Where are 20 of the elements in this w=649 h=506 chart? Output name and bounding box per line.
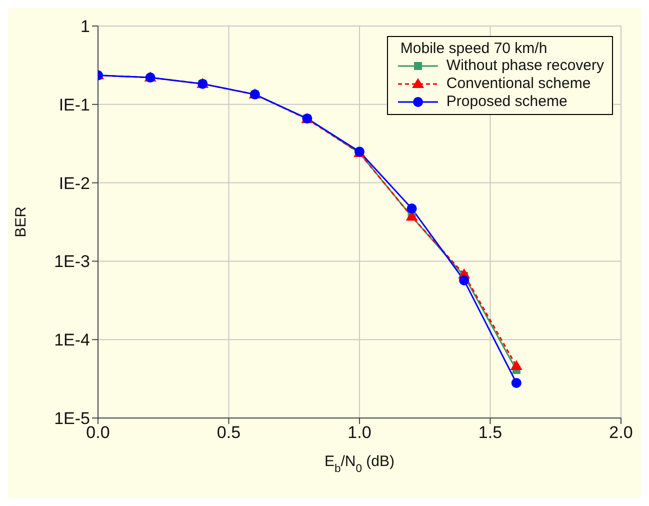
point — [510, 360, 522, 370]
y-tick-label: 1 — [80, 17, 90, 36]
x-tick-label: 1.5 — [478, 423, 502, 442]
point — [511, 378, 522, 388]
y-tick-label: 1E-4 — [54, 330, 90, 350]
point — [459, 275, 470, 286]
legend-title: Mobile speed 70 km/h — [400, 40, 548, 57]
x-tick-label: 1.0 — [348, 423, 372, 442]
legend-label: Without phase recovery — [446, 57, 604, 75]
x-tick-label: 2.0 — [609, 423, 633, 442]
legend-label: Proposed scheme — [446, 93, 568, 111]
y-tick-label: IE-2 — [58, 174, 90, 193]
y-tick-label: 1E-3 — [54, 252, 90, 272]
x-tick-label: 0.5 — [216, 423, 241, 442]
legend-label: Conventional scheme — [446, 75, 591, 93]
x-tick-label: 0.0 — [86, 423, 110, 442]
point — [406, 204, 417, 214]
x-axis-title: E$_{b}$/N$_{0}$ (dB) — [324, 453, 395, 475]
y-axis-title: BER — [12, 206, 30, 238]
y-tick-label: IE-1 — [58, 95, 90, 114]
